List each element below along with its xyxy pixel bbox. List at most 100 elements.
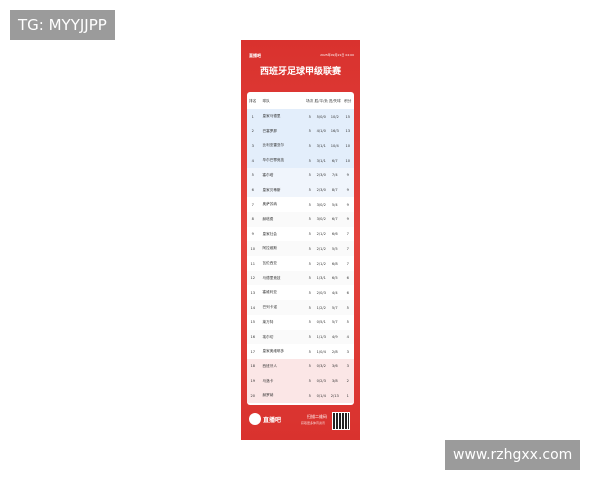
team-row-cell: 瓦伦西亚 [262,261,277,265]
team-row: 11 瓦伦西亚 5 2/1/2 6/8 7 [247,256,354,271]
team-row-cell: 5 [346,305,349,310]
team-row-cell: 6/5 [331,276,338,281]
team-row: 10 阿拉维斯 5 2/1/2 5/5 7 [247,241,354,257]
team-row-cell: 6 [346,276,349,281]
team-row: 6 皇家贝蒂斯 5 2/3/0 8/7 9 [247,182,354,198]
team-row-cell: 5 [308,217,311,222]
team-row-cell: 7 [251,202,254,207]
team-row-cell: 16/3 [330,129,339,134]
team-row-cell: 1/1/3 [316,335,326,339]
header-row-cell: 胜/平/负 [314,99,328,103]
team-row-cell: 9 [251,232,254,237]
team-row-cell: 4/9 [331,335,338,339]
team-row-cell: 2/13 [330,393,339,398]
header-row-cell: 进/失球 [328,99,341,103]
team-row-cell: 5 [308,114,311,119]
team-row-cell: 7 [346,261,349,266]
team-row-cell: 1/3/1 [316,276,326,281]
team-row-cell: 10 [345,158,351,163]
team-row-cell: 1/0/4 [316,349,326,354]
header-row-cell: 场次 [306,99,314,103]
team-row-cell: 9 [346,217,349,222]
team-row: 7 奥萨苏纳 5 3/0/2 5/4 9 [247,197,354,213]
team-row-cell: 5/7 [331,305,338,310]
team-row-cell: 2 [346,379,349,384]
team-row-cell: 3 [346,364,349,369]
team-row-cell: 6/6 [331,232,338,237]
team-row-cell: 7 [346,246,349,251]
team-row-cell: 4 [346,335,349,339]
team-row-cell: 3/0/2 [316,202,326,207]
team-row-cell: 赫塔费 [262,216,274,221]
team-row-cell: 10 [250,246,256,251]
brand: 直播吧 [263,417,282,424]
qr-code [332,412,350,430]
team-row-cell: 皇家奥维耶多 [262,349,285,354]
team-row-cell: 5 [308,143,311,148]
team-row-cell: 7 [346,232,349,237]
team-row-cell: 5 [308,246,311,251]
team-row-cell: 马德里竞技 [262,275,281,280]
team-row-cell: 17 [250,349,256,354]
team-row-cell: 4 [251,158,254,163]
team-row-cell: 0/5/1 [316,320,326,325]
team-row: 20 赫罗纳 5 0/1/4 2/13 1 [247,388,354,404]
team-row-cell: 5 [308,290,311,295]
team-row-cell: 5 [251,173,254,178]
team-row-cell: 塞尔塔 [262,172,274,177]
qr-text: 扫描二维码 [307,414,327,419]
team-row-cell: 赫罗纳 [262,393,274,398]
team-row-cell: 5 [308,335,311,339]
team-row-cell: 皇家贝蒂斯 [262,187,281,192]
team-row-cell: 7/4 [331,173,338,178]
team-row-cell: 皇家社会 [262,231,277,236]
team-row-cell: 10/4 [330,143,339,148]
team-row-cell: 2/3/0 [316,173,326,178]
team-row-cell: 5 [308,276,311,281]
team-row-cell: 2/1/2 [316,232,326,237]
team-row-cell: 12 [250,276,256,281]
team-row: 12 马德里竞技 5 1/3/1 6/5 6 [247,270,354,286]
team-row-cell: 1 [251,114,254,119]
team-row-cell: 3/1/1 [316,158,326,163]
team-row: 9 皇家社会 5 2/1/2 6/6 7 [247,226,354,242]
team-row-cell: 阿拉维斯 [262,246,277,251]
team-row-cell: 20 [250,393,256,398]
team-row-cell: 3/0/2 [316,217,326,222]
team-row-cell: 6 [251,188,254,192]
team-row-cell: 5 [308,393,311,398]
team-row: 19 马洛卡 5 0/2/3 3/8 2 [247,373,354,389]
team-row-cell: 3/8 [331,379,338,384]
team-row-cell: 西班牙人 [262,363,277,368]
watermark: TG: MYYJJPP [10,10,115,40]
team-row-cell: 11 [250,261,256,266]
team-row: 8 赫塔费 5 3/0/2 6/7 9 [247,211,354,227]
team-row-cell: 5 [308,188,311,192]
team-row-cell: 6/8 [331,261,338,266]
header-row-cell: 积分 [344,99,352,103]
team-row-cell: 15 [345,114,351,119]
team-row-cell: 5/4 [331,202,338,207]
team-row-cell: 埃尔切 [262,334,274,339]
team-row-cell: 4/4 [331,290,338,295]
team-row-cell: 3/6 [331,364,338,369]
team-row-cell: 5 [308,261,311,266]
team-row-cell: 奥萨苏纳 [262,202,277,207]
team-row-cell: 8/7 [331,188,338,192]
team-row-cell: 5 [308,232,311,237]
header-row: 排名 球队 场次 胜/平/负 进/失球 积分 [247,94,354,109]
team-row: 13 塞维利亚 5 2/0/3 4/4 6 [247,285,354,301]
team-row-cell: 巴塞罗那 [262,128,277,133]
team-row: 16 埃尔切 5 1/1/3 4/9 4 [247,329,354,345]
team-row-cell: 3 [251,143,254,148]
team-row-cell: 1 [346,393,349,398]
team-row-cell: 5 [308,320,311,325]
team-row-cell: 15 [250,320,256,325]
team-row-cell: 马洛卡 [262,378,274,383]
team-row-cell: 8 [251,217,254,222]
team-row-cell: 3/1/1 [316,143,326,148]
team-row-cell: 9 [346,202,349,207]
team-row-cell: 5 [346,320,349,325]
team-row: 14 巴列卡诺 5 1/2/2 5/7 5 [247,300,354,316]
